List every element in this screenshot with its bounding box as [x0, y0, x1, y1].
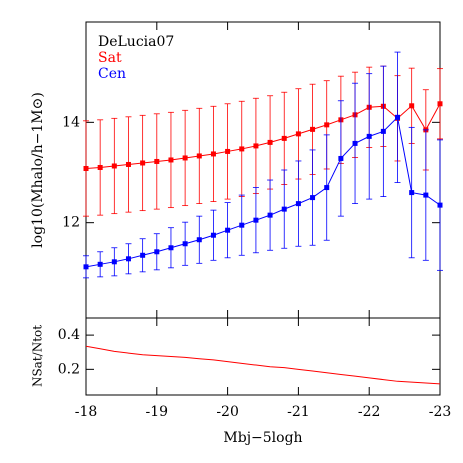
point: [324, 122, 330, 128]
point: [225, 148, 231, 154]
point: [267, 139, 273, 145]
point: [97, 164, 103, 170]
point: [437, 101, 443, 107]
bottom-frame: [85, 317, 441, 396]
y-axis-label: NSat/Ntot: [31, 325, 45, 387]
series-line: [85, 116, 441, 268]
point: [395, 114, 401, 120]
point: [281, 206, 287, 212]
point: [352, 140, 358, 146]
series-line: [85, 103, 441, 169]
point: [210, 151, 216, 157]
point: [338, 155, 344, 161]
point: [239, 222, 245, 228]
y-tick-label: 0.4: [58, 327, 80, 343]
point: [295, 131, 301, 137]
point: [225, 227, 231, 233]
point: [239, 146, 245, 152]
point: [182, 155, 188, 161]
point: [83, 264, 89, 270]
point: [125, 256, 131, 262]
point: [210, 232, 216, 238]
point: [111, 259, 117, 265]
point: [380, 128, 386, 134]
point: [97, 261, 103, 267]
point: [125, 161, 131, 167]
point: [154, 249, 160, 255]
legend-entry: Sat: [98, 50, 122, 66]
point: [295, 201, 301, 207]
legend-entry: Cen: [98, 66, 126, 82]
point: [310, 126, 316, 132]
x-tick-label: -22: [358, 404, 381, 420]
point: [140, 252, 146, 258]
point: [154, 158, 160, 164]
point: [253, 217, 259, 223]
point: [196, 237, 202, 243]
point: [409, 190, 415, 196]
y-axis-label: log10(Mhalo/h−1M⊙): [30, 92, 46, 248]
point: [196, 153, 202, 159]
y-tick-label: 0.2: [58, 361, 80, 377]
point: [168, 245, 174, 251]
annotation: DeLucia07: [98, 34, 174, 50]
point: [437, 202, 443, 208]
x-tick-label: -21: [287, 404, 310, 420]
point: [324, 185, 330, 191]
x-tick-label: -23: [429, 404, 452, 420]
series-line: [85, 345, 441, 385]
point: [310, 195, 316, 201]
top-frame: [85, 21, 441, 319]
y-tick-label: 12: [62, 215, 80, 231]
point: [366, 133, 372, 139]
x-tick-label: -19: [146, 404, 169, 420]
y-tick-label: 14: [62, 114, 80, 130]
point: [409, 103, 415, 109]
point: [253, 143, 259, 149]
x-tick-label: -18: [75, 404, 98, 420]
point: [140, 160, 146, 166]
point: [281, 135, 287, 141]
x-tick-label: -20: [216, 404, 239, 420]
x-axis-label: Mbj−5logh: [223, 430, 302, 446]
point: [182, 241, 188, 247]
point: [168, 157, 174, 163]
point: [423, 192, 429, 198]
point: [267, 212, 273, 218]
point: [111, 163, 117, 169]
point: [83, 165, 89, 171]
